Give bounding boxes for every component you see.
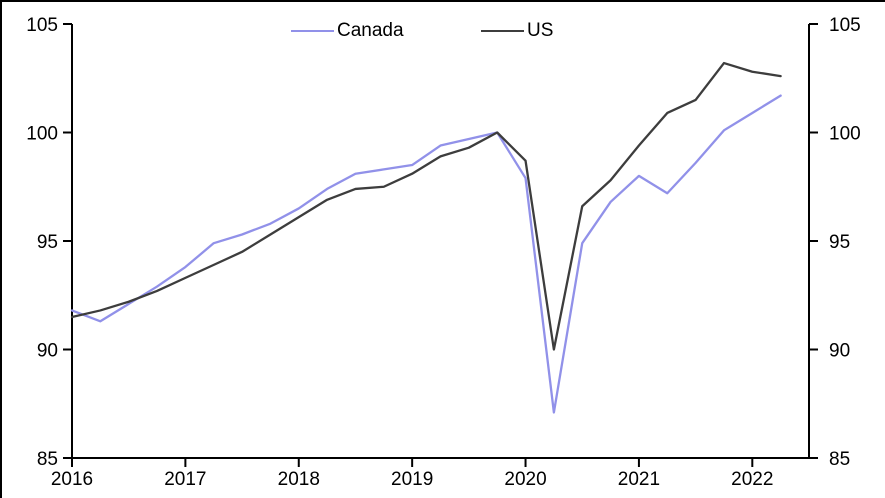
x-axis-label: 2021 <box>618 469 660 490</box>
y-axis-label-right: 90 <box>829 341 850 362</box>
legend-label-canada: Canada <box>337 20 404 41</box>
y-axis-label-right: 85 <box>829 449 850 470</box>
us-line-swatch <box>481 29 524 33</box>
y-axis-label-left: 105 <box>26 15 58 36</box>
x-axis-label: 2016 <box>51 469 93 490</box>
y-axis-label-left: 100 <box>26 124 58 145</box>
x-axis-label: 2019 <box>391 469 433 490</box>
y-axis-label-right: 95 <box>829 232 850 253</box>
y-axis-label-right: 105 <box>829 15 861 36</box>
y-axis-label-left: 90 <box>37 341 58 362</box>
x-axis-label: 2020 <box>504 469 546 490</box>
canada-line-swatch <box>291 29 334 33</box>
legend-label-us: US <box>527 20 554 41</box>
canada-line <box>70 94 782 414</box>
x-axis-label: 2022 <box>731 469 773 490</box>
y-axis-label-left: 85 <box>37 449 58 470</box>
legend-item-us: US <box>481 18 553 44</box>
y-axis-label-right: 100 <box>829 124 861 145</box>
x-axis-label: 2017 <box>164 469 206 490</box>
x-axis-label: 2018 <box>278 469 320 490</box>
us-line <box>70 61 782 351</box>
legend-item-canada: Canada <box>291 18 404 44</box>
y-axis-label-left: 95 <box>37 232 58 253</box>
